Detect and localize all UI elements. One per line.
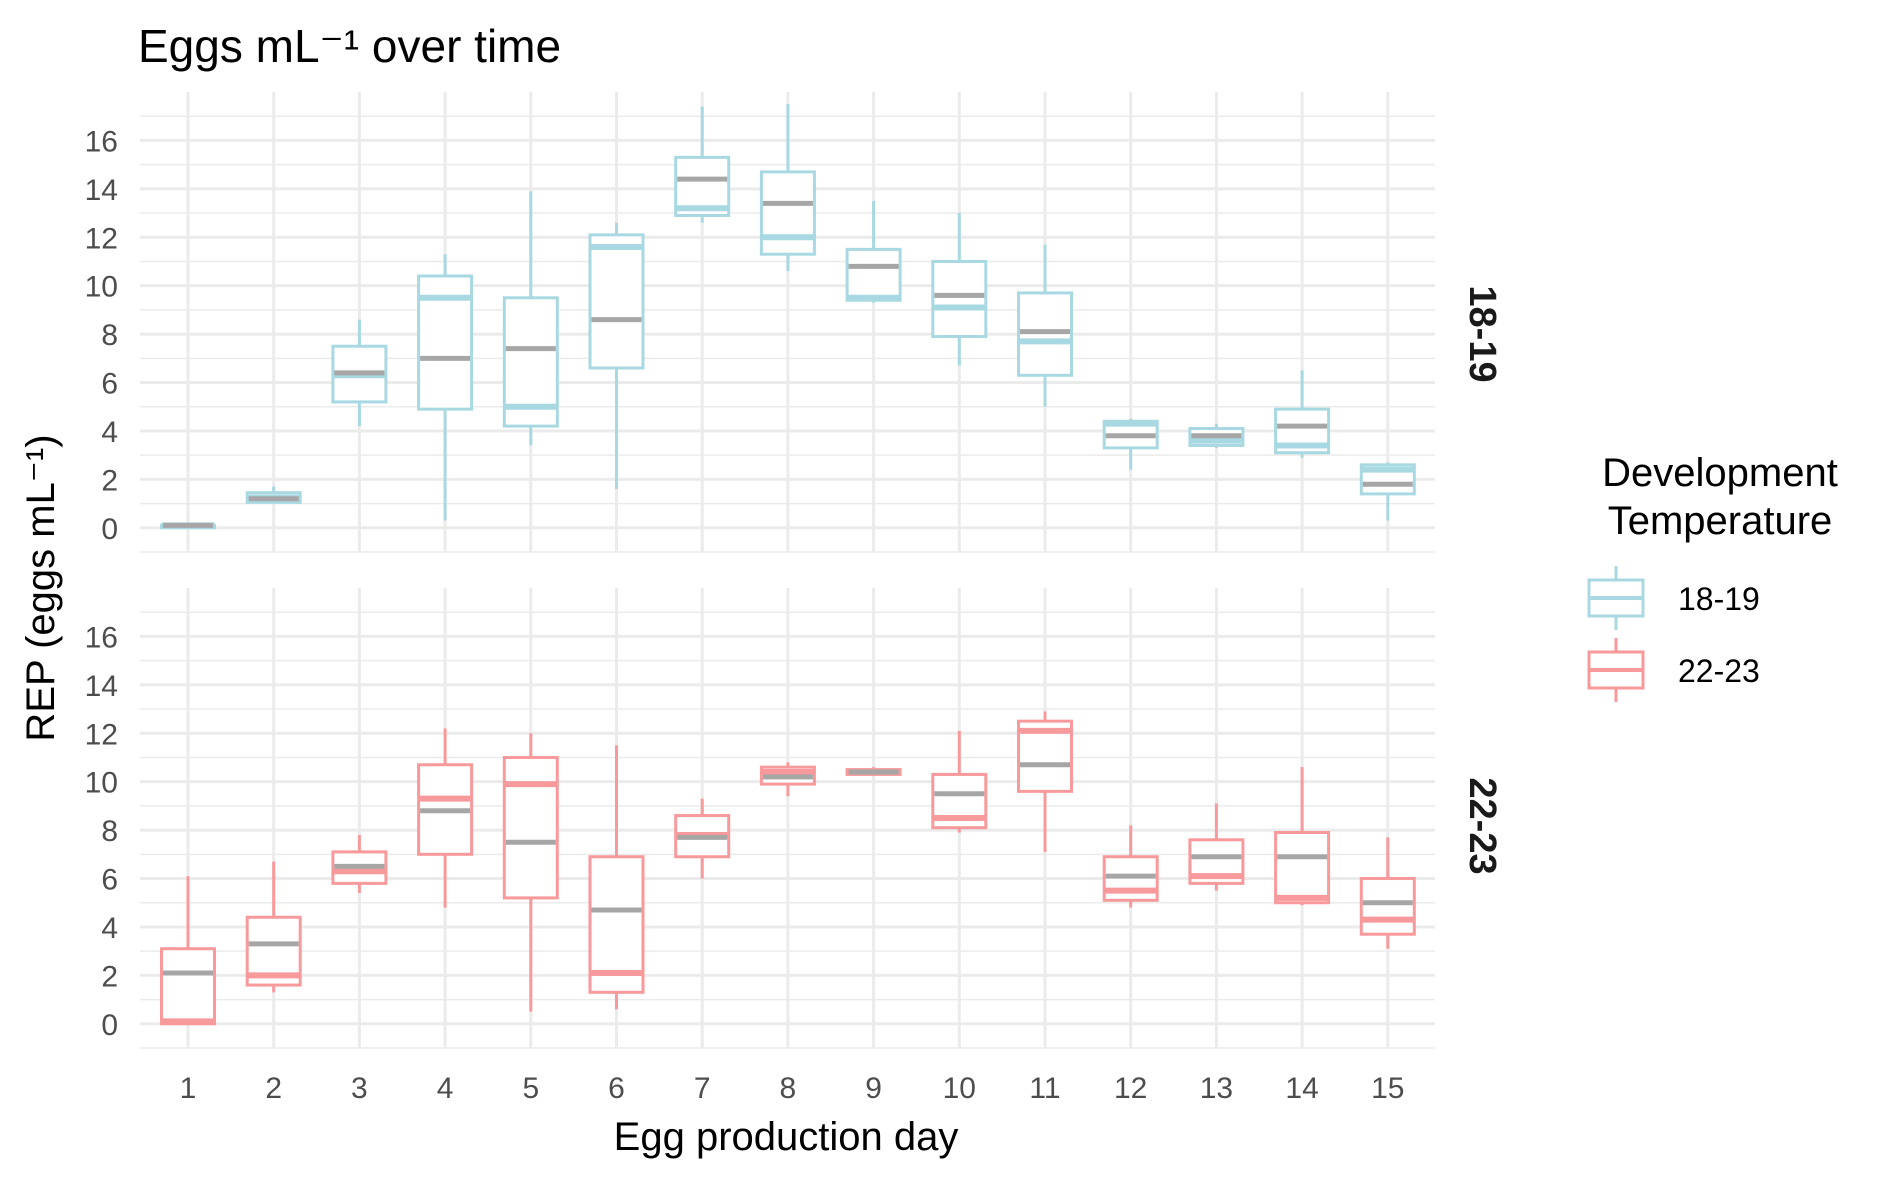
x-tick-label: 6 (608, 1072, 625, 1105)
x-tick-label: 14 (1285, 1072, 1318, 1105)
box-day-10 (931, 213, 988, 366)
box-day-14 (1274, 370, 1331, 458)
box-day-3 (331, 834, 388, 894)
y-tick-label: 10 (85, 767, 118, 800)
box-day-3 (331, 319, 388, 427)
legend-title-line1: Development (1602, 451, 1838, 495)
x-tick-label: 4 (437, 1072, 454, 1105)
x-axis-ticks: 1 2 3 4 5 6 7 8 9 10 11 12 13 14 15 (180, 1072, 1405, 1105)
x-axis-title: Egg production day (614, 1115, 959, 1159)
box-day-4 (417, 254, 474, 521)
x-tick-label: 12 (1114, 1072, 1147, 1105)
box-day-9 (845, 200, 902, 303)
box-day-2 (245, 861, 302, 993)
box-body (588, 233, 645, 370)
y-tick-label: 14 (85, 670, 118, 703)
legend-key-22-23 (1587, 638, 1645, 702)
facet-label-18-19: 18-19 (1461, 285, 1503, 382)
y-tick-label: 14 (85, 174, 118, 207)
box-day-4 (417, 728, 474, 908)
y-tick-label: 8 (101, 319, 118, 352)
y-tick-label: 10 (85, 271, 118, 304)
y-tick-label: 0 (101, 1009, 118, 1042)
x-tick-label: 1 (180, 1072, 197, 1105)
box-day-1 (160, 876, 216, 1026)
box-day-5 (502, 191, 559, 446)
x-tick-label: 13 (1200, 1072, 1233, 1105)
legend-label-18-19: 18-19 (1678, 581, 1760, 617)
box-day-10 (931, 730, 988, 833)
y-tick-label: 16 (85, 621, 118, 654)
x-tick-label: 7 (694, 1072, 711, 1105)
box-body (588, 855, 645, 994)
x-tick-label: 15 (1371, 1072, 1404, 1105)
x-tick-label: 11 (1029, 1072, 1060, 1105)
box-day-1 (160, 522, 216, 530)
box-body (1274, 831, 1331, 905)
y-tick-label: 4 (101, 912, 118, 945)
x-tick-label: 8 (780, 1072, 797, 1105)
legend-keys (1587, 566, 1645, 702)
box-day-6 (588, 222, 645, 490)
box-body (759, 170, 816, 256)
y-axis-title: REP (eggs mL⁻¹) (19, 434, 63, 741)
box-body (160, 947, 216, 1026)
box-day-11 (1017, 244, 1073, 407)
x-tick-label: 2 (265, 1072, 282, 1105)
box-body (845, 247, 902, 302)
y-tick-label: 8 (101, 815, 118, 848)
box-day-7 (674, 798, 731, 879)
legend: Development Temperature 18-19 22-23 (1587, 451, 1838, 702)
box-day-2 (245, 486, 302, 504)
x-tick-label: 3 (351, 1072, 368, 1105)
y-tick-label: 12 (85, 222, 118, 255)
box-day-12 (1102, 418, 1159, 470)
y-tick-label: 12 (85, 718, 118, 751)
box-day-13 (1188, 423, 1245, 448)
facet-panel-22-23: 0 2 4 6 8 10 12 14 16 (85, 588, 1435, 1049)
chart-title: Eggs mL⁻¹ over time (138, 20, 561, 72)
box-day-11 (1017, 711, 1073, 852)
box-day-9 (845, 767, 902, 776)
legend-label-22-23: 22-23 (1678, 653, 1760, 689)
box-day-6 (588, 745, 645, 1010)
box-day-12 (1102, 825, 1159, 908)
y-tick-label: 16 (85, 125, 118, 158)
x-tick-label: 9 (865, 1072, 882, 1105)
box-day-8 (759, 762, 816, 797)
box-day-15 (1359, 837, 1416, 949)
facet-label-22-23: 22-23 (1461, 777, 1503, 874)
legend-key-18-19 (1587, 566, 1645, 630)
x-tick-label: 5 (522, 1072, 539, 1105)
x-tick-label: 10 (943, 1072, 976, 1105)
y-tick-label: 0 (101, 513, 118, 546)
y-tick-label: 2 (101, 960, 118, 993)
y-tick-label: 4 (101, 416, 118, 449)
box-body (502, 755, 559, 900)
box-body (1359, 877, 1416, 936)
facet-panel-18-19: 0 2 4 6 8 10 12 14 16 (85, 92, 1435, 553)
y-tick-label: 6 (101, 864, 118, 897)
y-tick-label: 2 (101, 464, 118, 497)
box-day-7 (674, 106, 731, 223)
y-tick-label: 6 (101, 368, 118, 401)
box-day-15 (1359, 462, 1416, 521)
box-day-13 (1188, 803, 1245, 891)
box-body (931, 259, 988, 339)
box-day-8 (759, 104, 816, 272)
box-day-5 (502, 733, 559, 1012)
box-day-14 (1274, 767, 1331, 906)
legend-title-line2: Temperature (1608, 499, 1833, 543)
